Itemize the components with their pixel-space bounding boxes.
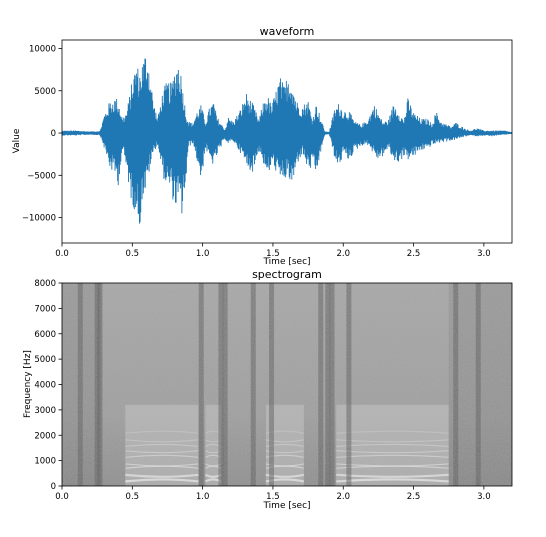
- spectrogram-image: [62, 283, 512, 486]
- spectrogram-x-axis-label: Time [sec]: [262, 501, 310, 511]
- spectrogram-y-tick-label: 2000: [34, 431, 56, 441]
- spectrogram-noise-texture: [62, 283, 512, 486]
- waveform-y-tick-label: −10000: [22, 214, 56, 224]
- waveform-x-ticks: 0.0 0.5 1.0 1.5 2.0 2.5 3.0: [55, 243, 491, 259]
- waveform-line: [62, 58, 512, 224]
- waveform-y-tick-label: 5000: [34, 87, 56, 97]
- spectrogram-y-tick-label: 3000: [34, 406, 56, 416]
- waveform-x-tick-label: 0.5: [126, 249, 140, 259]
- waveform-y-tick-label: 10000: [29, 44, 56, 54]
- waveform-y-tick-label: 0: [51, 129, 56, 139]
- waveform-y-tick-label: −5000: [27, 171, 56, 181]
- waveform-x-tick-label: 1.0: [196, 249, 210, 259]
- spectrogram-y-ticks: 0 1000 2000 3000 4000 5000 6000 7000 8000: [34, 279, 62, 492]
- waveform-axes-frame: [61, 39, 513, 244]
- spectrogram-y-tick-label: 4000: [34, 381, 56, 391]
- spectrogram-x-tick-label: 1.5: [266, 492, 280, 502]
- waveform-x-tick-label: 2.5: [407, 249, 421, 259]
- waveform-x-tick-label: 0.0: [55, 249, 69, 259]
- spectrogram-x-tick-label: 0.0: [55, 492, 69, 502]
- spectrogram-y-tick-label: 0: [51, 482, 56, 492]
- spectrogram-x-tick-label: 2.5: [407, 492, 421, 502]
- waveform-y-axis-label: Value: [12, 128, 22, 153]
- waveform-title: waveform: [260, 25, 315, 38]
- spectrogram-panel: spectrogram 0.0 0.5 1.0 1.5 2.0 2.5 3.0 0 1000 2…: [23, 268, 513, 511]
- waveform-y-ticks: −10000 −5000 0 5000 10000: [22, 44, 62, 224]
- spectrogram-y-axis-label: Frequency [Hz]: [23, 350, 33, 418]
- spectrogram-x-tick-label: 1.0: [196, 492, 210, 502]
- spectrogram-x-tick-label: 0.5: [126, 492, 140, 502]
- waveform-x-axis-label: Time [sec]: [262, 257, 310, 267]
- spectrogram-title: spectrogram: [252, 268, 322, 281]
- waveform-x-tick-label: 3.0: [477, 249, 491, 259]
- spectrogram-y-tick-label: 1000: [34, 457, 56, 467]
- spectrogram-x-tick-label: 2.0: [336, 492, 350, 502]
- waveform-x-tick-label: 2.0: [336, 249, 350, 259]
- spectrogram-y-tick-label: 6000: [34, 330, 56, 340]
- waveform-panel: waveform 0.0 0.5 1.0 1.5 2.0 2.5 3.0 −10000 −50…: [12, 25, 513, 267]
- waveform-series: [62, 58, 512, 224]
- spectrogram-x-tick-label: 3.0: [477, 492, 491, 502]
- spectrogram-x-ticks: 0.0 0.5 1.0 1.5 2.0 2.5 3.0: [55, 486, 491, 502]
- spectrogram-y-tick-label: 5000: [34, 355, 56, 365]
- spectrogram-y-tick-label: 7000: [34, 304, 56, 314]
- waveform-x-tick-label: 1.5: [266, 249, 280, 259]
- spectrogram-y-tick-label: 8000: [34, 279, 56, 289]
